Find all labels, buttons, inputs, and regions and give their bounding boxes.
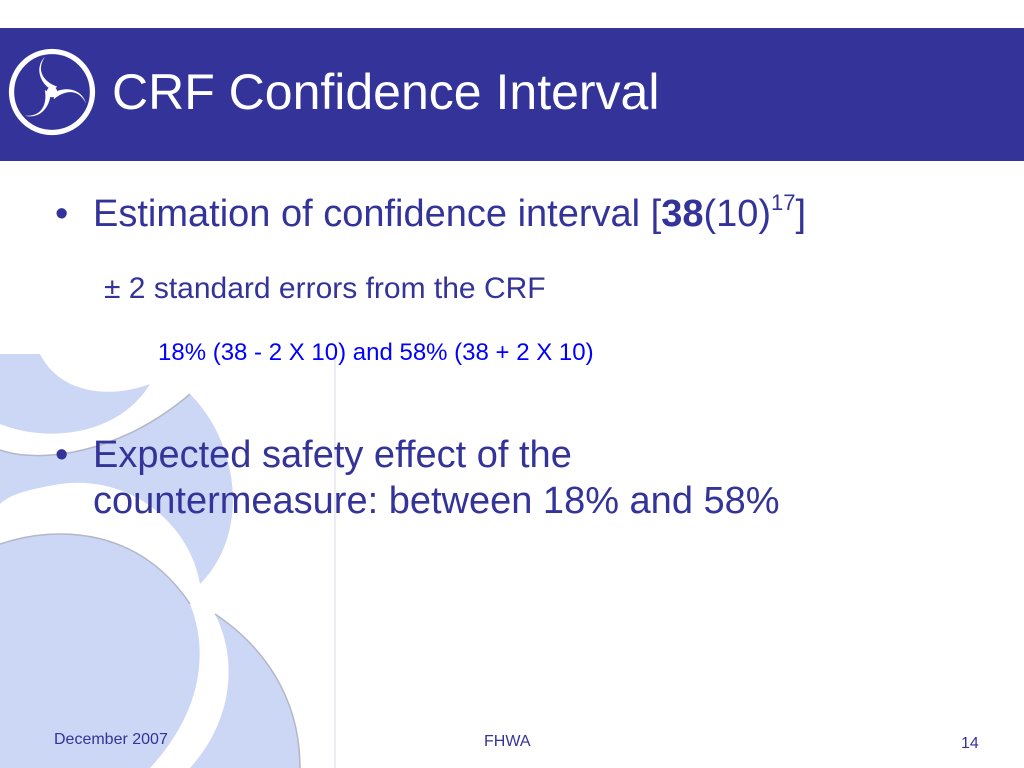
sub-bullet-standard-errors: ± 2 standard errors from the CRF	[104, 272, 546, 305]
dot-logo-icon	[8, 48, 96, 136]
bullet-suffix: ]	[795, 193, 807, 235]
top-strip	[0, 0, 1024, 28]
bullet-superscript: 17	[771, 190, 796, 216]
bullet-middle: (10)	[703, 193, 772, 235]
footer-organization: FHWA	[484, 733, 531, 750]
bullet-prefix: Estimation of confidence interval [	[93, 193, 662, 235]
footer-page-number: 14	[961, 735, 979, 752]
bullet-marker: •	[55, 193, 69, 235]
bullet-bold-value: 38	[661, 193, 704, 235]
bullet-marker: •	[55, 434, 69, 476]
bullet-line-1: Expected safety effect of the	[93, 434, 572, 476]
title-bar	[0, 28, 1024, 161]
bullet-line-2: countermeasure: between 18% and 58%	[93, 480, 780, 522]
sub-sub-bullet-range: 18% (38 - 2 X 10) and 58% (38 + 2 X 10)	[158, 339, 594, 366]
footer-date: December 2007	[54, 731, 168, 748]
bullet-text: Estimation of confidence interval [38(10…	[93, 191, 806, 237]
dot-watermark-icon	[0, 354, 336, 768]
bullet-text: Expected safety effect of the countermea…	[93, 432, 780, 524]
slide-title: CRF Confidence Interval	[112, 64, 660, 120]
